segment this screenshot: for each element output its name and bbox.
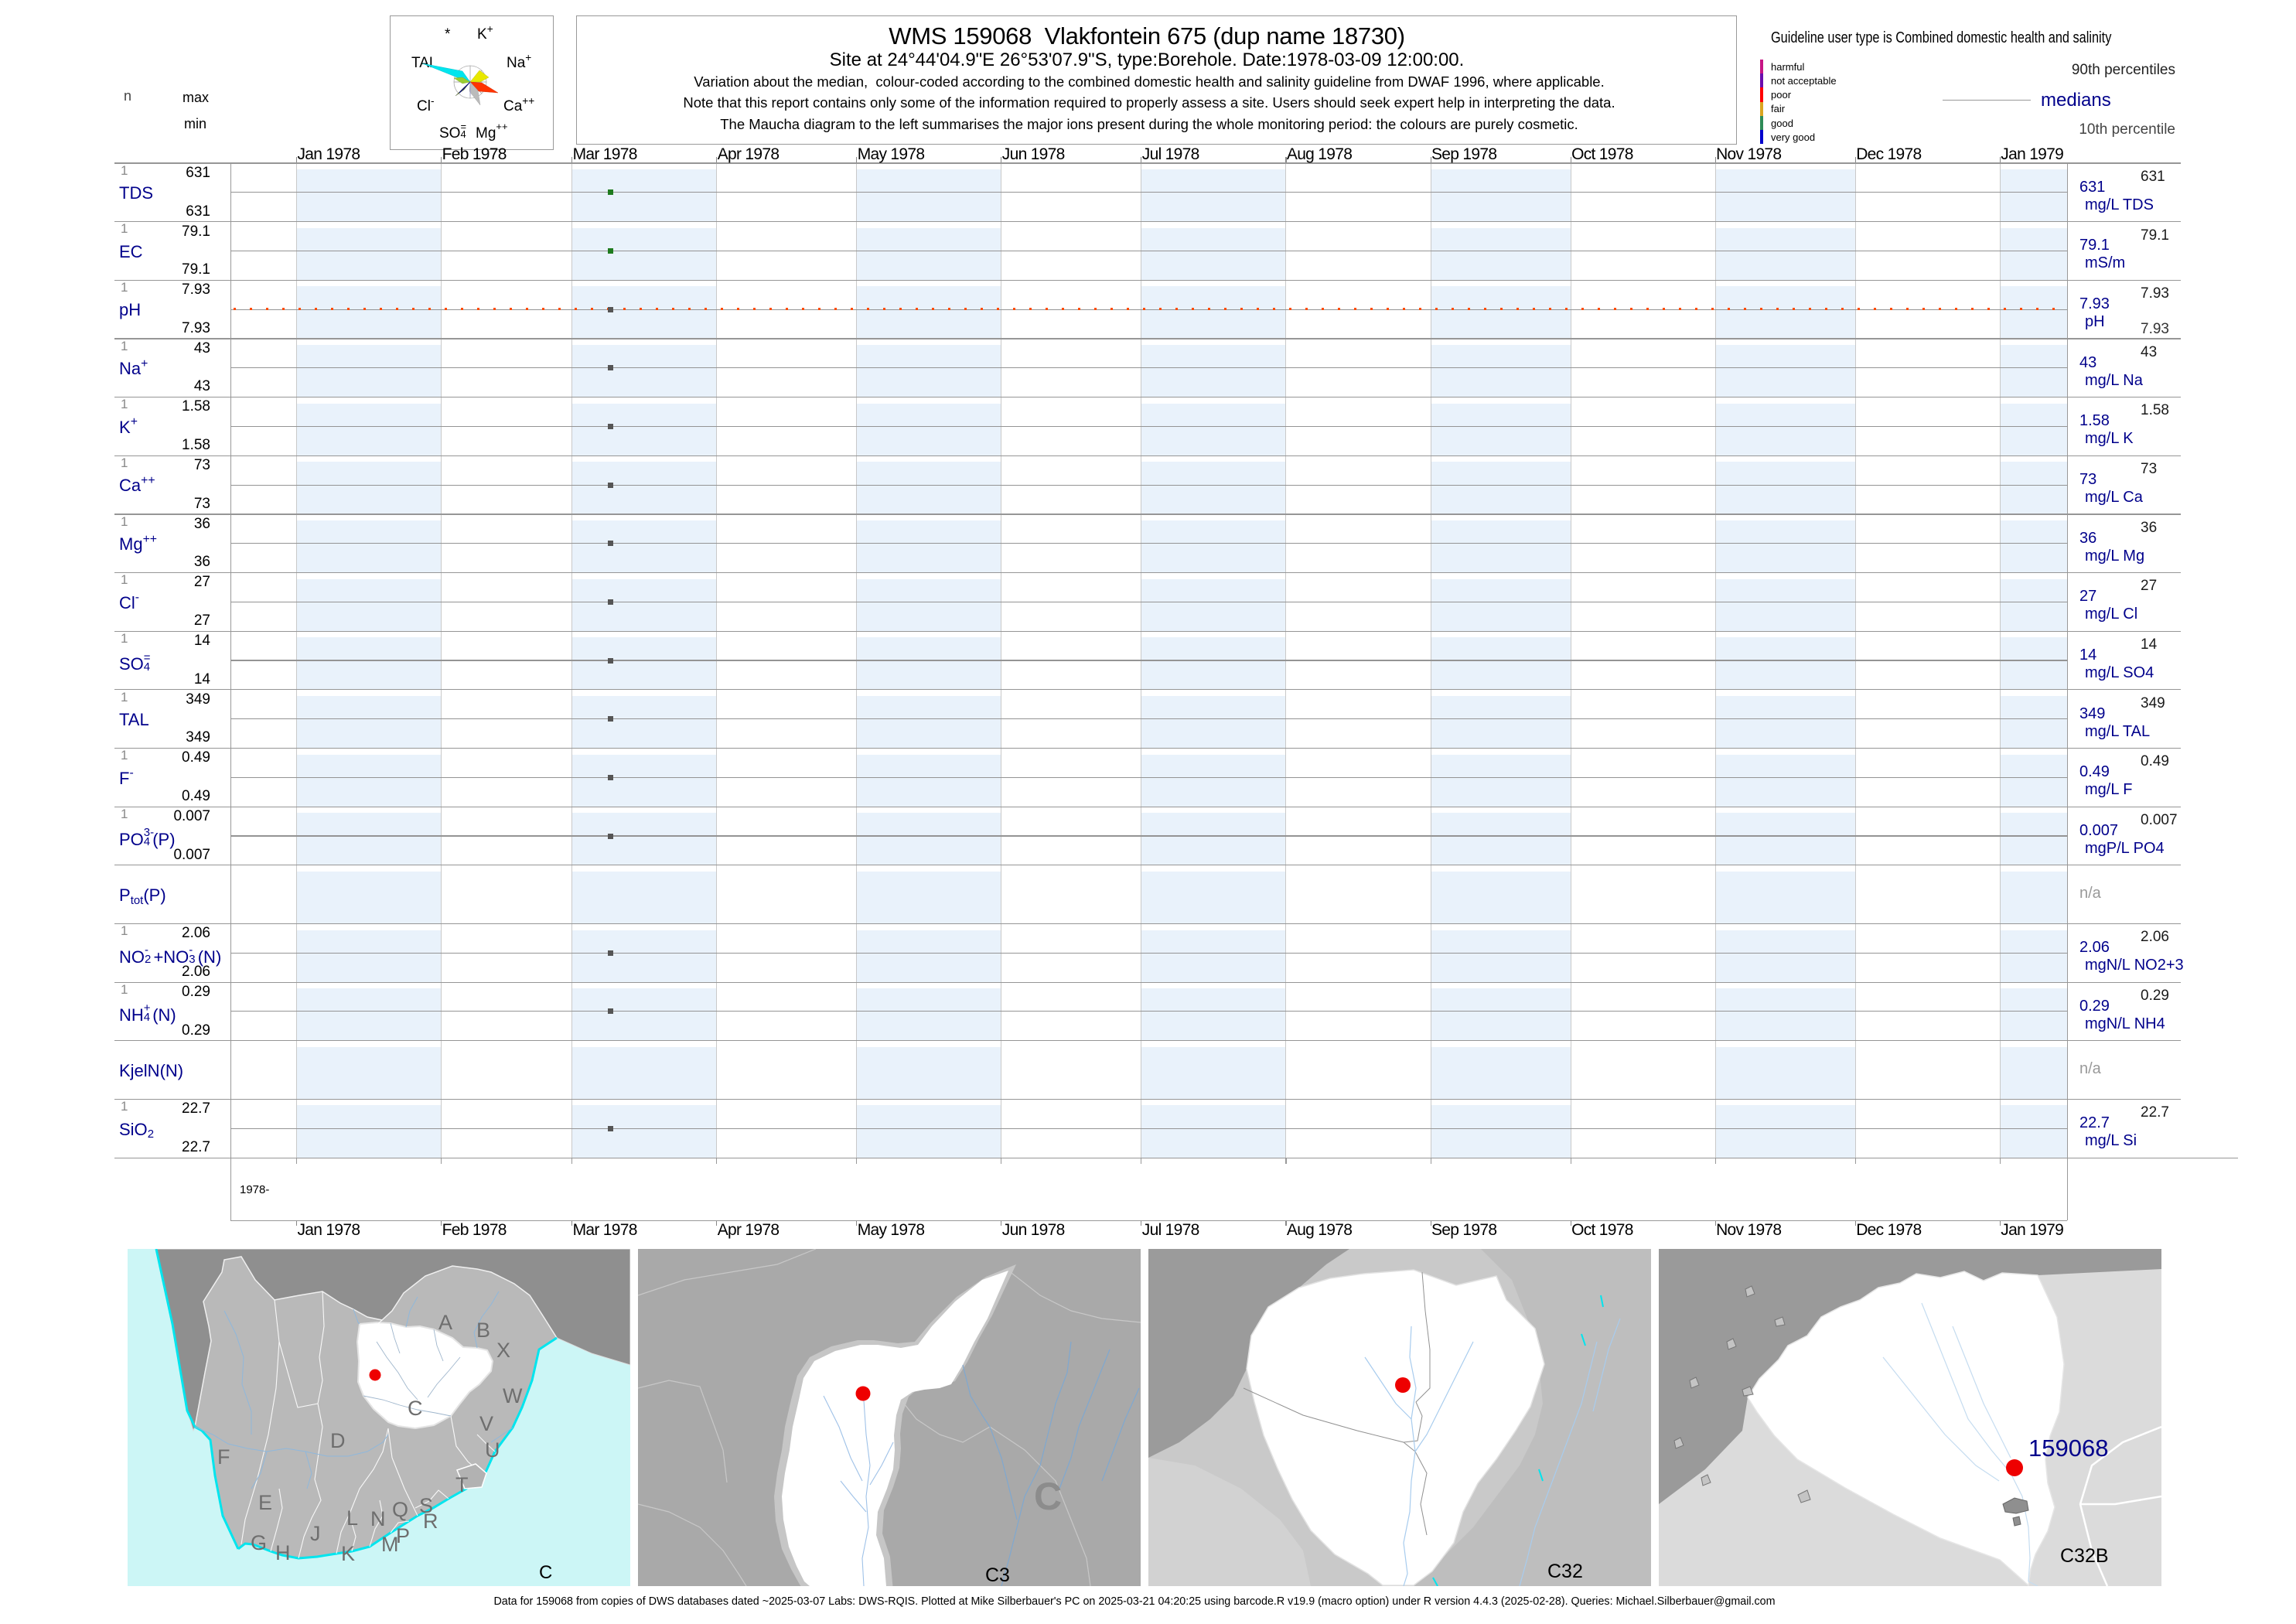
svg-text:C3: C3 bbox=[985, 1564, 1010, 1586]
svg-text:N: N bbox=[370, 1507, 386, 1530]
svg-text:A: A bbox=[438, 1311, 452, 1334]
svg-text:X: X bbox=[496, 1339, 510, 1362]
svg-text:B: B bbox=[476, 1319, 490, 1342]
svg-text:J: J bbox=[310, 1522, 321, 1545]
svg-text:Q: Q bbox=[392, 1498, 408, 1521]
svg-text:C: C bbox=[539, 1562, 552, 1583]
svg-text:L: L bbox=[346, 1506, 358, 1530]
svg-text:C32: C32 bbox=[1547, 1561, 1583, 1582]
svg-text:C: C bbox=[1034, 1475, 1062, 1518]
svg-text:V: V bbox=[479, 1412, 493, 1435]
svg-text:H: H bbox=[275, 1541, 291, 1564]
svg-text:D: D bbox=[330, 1429, 346, 1452]
svg-text:G: G bbox=[251, 1531, 267, 1554]
svg-text:K: K bbox=[341, 1542, 355, 1565]
svg-text:159068: 159068 bbox=[2028, 1435, 2108, 1462]
svg-text:R: R bbox=[423, 1510, 438, 1533]
svg-text:T: T bbox=[455, 1473, 469, 1496]
svg-text:C32B: C32B bbox=[2060, 1545, 2109, 1567]
svg-text:P: P bbox=[396, 1524, 410, 1547]
svg-text:U: U bbox=[485, 1438, 500, 1462]
svg-text:C: C bbox=[408, 1397, 423, 1420]
svg-text:W: W bbox=[503, 1384, 523, 1407]
svg-text:E: E bbox=[258, 1491, 272, 1514]
svg-text:M: M bbox=[381, 1533, 399, 1556]
svg-text:S: S bbox=[419, 1494, 433, 1517]
svg-text:F: F bbox=[217, 1445, 230, 1469]
